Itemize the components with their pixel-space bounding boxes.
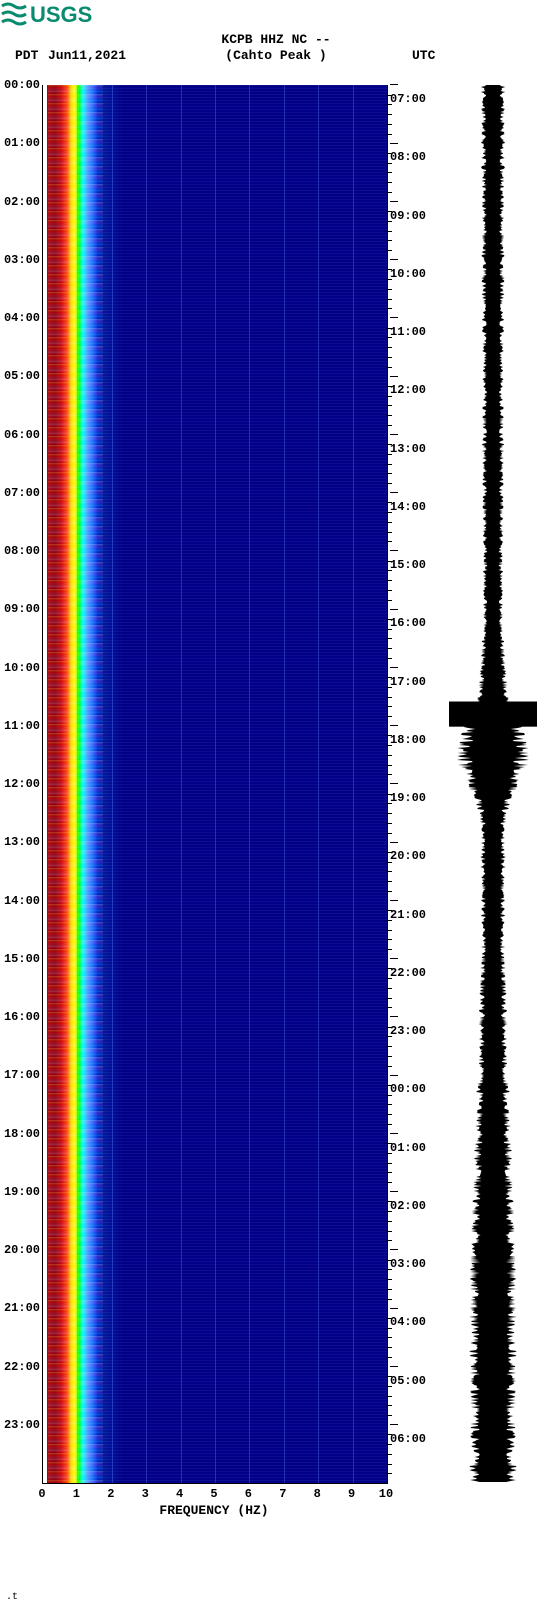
utc-tick: 06:00 — [390, 1418, 430, 1446]
utc-tick: 11:00 — [390, 311, 430, 339]
utc-tick: 19:00 — [390, 777, 430, 805]
pdt-tick: 18:00 — [0, 1127, 40, 1141]
pdt-tick: 03:00 — [0, 253, 40, 267]
utc-tick: 08:00 — [390, 136, 430, 164]
x-tick: 7 — [273, 1487, 293, 1501]
spectrogram — [42, 85, 388, 1484]
x-tick: 9 — [342, 1487, 362, 1501]
utc-tick: 16:00 — [390, 602, 430, 630]
x-tick: 2 — [101, 1487, 121, 1501]
pdt-tick: 20:00 — [0, 1243, 40, 1257]
utc-tick: 17:00 — [390, 661, 430, 689]
tz-right-label: UTC — [412, 48, 435, 63]
utc-tick: 01:00 — [390, 1127, 430, 1155]
pdt-tick: 00:00 — [0, 78, 40, 92]
x-tick: 5 — [204, 1487, 224, 1501]
pdt-tick: 07:00 — [0, 486, 40, 500]
x-tick: 8 — [307, 1487, 327, 1501]
utc-tick: 14:00 — [390, 486, 430, 514]
pdt-tick: 22:00 — [0, 1360, 40, 1374]
utc-tick: 12:00 — [390, 369, 430, 397]
utc-tick: 13:00 — [390, 428, 430, 456]
utc-tick: 23:00 — [390, 1010, 430, 1038]
pdt-tick: 19:00 — [0, 1185, 40, 1199]
usgs-logo: USGS — [0, 0, 110, 28]
pdt-tick: 02:00 — [0, 195, 40, 209]
utc-tick: 09:00 — [390, 195, 430, 223]
pdt-tick: 08:00 — [0, 544, 40, 558]
pdt-tick: 12:00 — [0, 777, 40, 791]
pdt-tick: 11:00 — [0, 719, 40, 733]
x-tick: 0 — [32, 1487, 52, 1501]
utc-tick: 21:00 — [390, 894, 430, 922]
utc-tick: 15:00 — [390, 544, 430, 572]
pdt-tick: 14:00 — [0, 894, 40, 908]
tz-left-label: PDT — [15, 48, 38, 63]
utc-tick: 00:00 — [390, 1068, 430, 1096]
pdt-tick: 09:00 — [0, 602, 40, 616]
pdt-tick: 15:00 — [0, 952, 40, 966]
utc-tick: 18:00 — [390, 719, 430, 747]
x-tick: 6 — [238, 1487, 258, 1501]
utc-tick: 20:00 — [390, 835, 430, 863]
date-label: Jun11,2021 — [48, 48, 126, 63]
pdt-tick: 23:00 — [0, 1418, 40, 1432]
pdt-tick: 05:00 — [0, 369, 40, 383]
seismogram — [449, 85, 537, 1483]
x-axis-label: FREQUENCY (HZ) — [42, 1503, 386, 1518]
x-tick: 1 — [66, 1487, 86, 1501]
utc-tick: 05:00 — [390, 1360, 430, 1388]
pdt-tick: 01:00 — [0, 136, 40, 150]
footer-stamp: .t — [6, 1592, 18, 1603]
pdt-tick: 04:00 — [0, 311, 40, 325]
utc-tick: 22:00 — [390, 952, 430, 980]
x-tick: 4 — [170, 1487, 190, 1501]
pdt-tick: 21:00 — [0, 1301, 40, 1315]
x-tick: 10 — [376, 1487, 396, 1501]
station-code: KCPB HHZ NC -- — [0, 32, 552, 47]
pdt-tick: 13:00 — [0, 835, 40, 849]
x-tick: 3 — [135, 1487, 155, 1501]
pdt-tick: 10:00 — [0, 661, 40, 675]
utc-tick: 02:00 — [390, 1185, 430, 1213]
pdt-tick: 17:00 — [0, 1068, 40, 1082]
utc-tick: 07:00 — [390, 78, 430, 106]
utc-tick: 04:00 — [390, 1301, 430, 1329]
pdt-tick: 06:00 — [0, 428, 40, 442]
pdt-tick: 16:00 — [0, 1010, 40, 1024]
utc-tick: 03:00 — [390, 1243, 430, 1271]
utc-tick: 10:00 — [390, 253, 430, 281]
logo-text: USGS — [30, 2, 92, 27]
